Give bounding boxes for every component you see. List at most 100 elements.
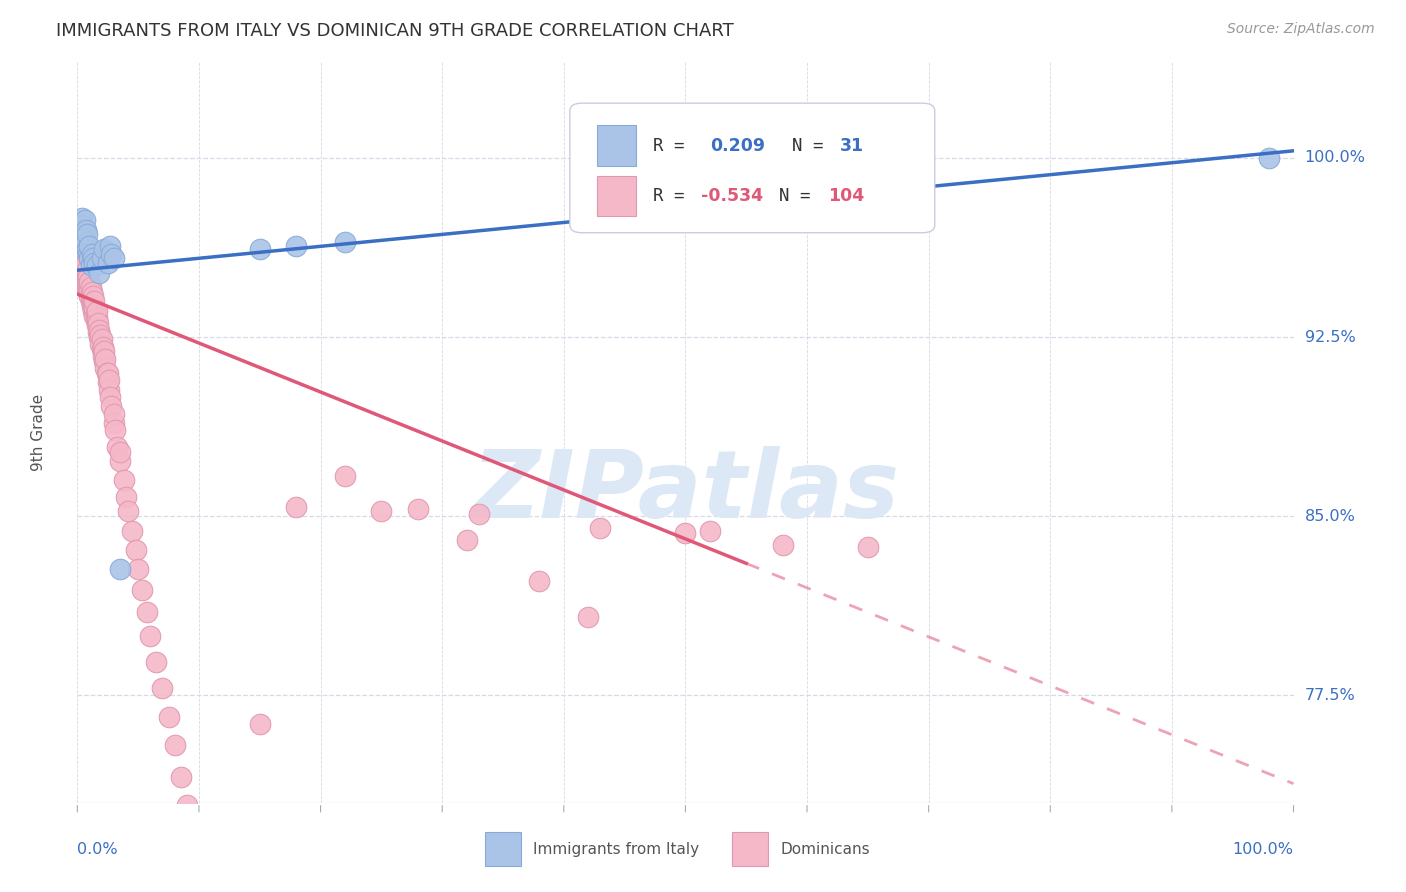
- Text: N =: N =: [779, 186, 821, 204]
- Point: [108, 454, 131, 468]
- Point: [157, 710, 180, 724]
- Point: [70, 260, 93, 275]
- Point: [103, 407, 125, 421]
- Point: [80, 246, 103, 260]
- Point: [145, 655, 167, 669]
- Point: [86, 259, 108, 273]
- FancyBboxPatch shape: [569, 103, 935, 233]
- Point: [699, 524, 721, 538]
- Point: [97, 256, 120, 270]
- Point: [100, 400, 122, 414]
- Point: [1258, 151, 1281, 165]
- Text: 0.209: 0.209: [710, 137, 765, 155]
- Point: [456, 533, 478, 547]
- Point: [69, 259, 91, 273]
- Point: [89, 323, 111, 337]
- Point: [80, 285, 103, 299]
- Point: [188, 844, 211, 858]
- Bar: [596, 126, 636, 166]
- Point: [89, 337, 111, 351]
- Text: 100.0%: 100.0%: [1305, 151, 1365, 166]
- Point: [152, 681, 174, 695]
- Point: [73, 268, 96, 282]
- Point: [83, 294, 105, 309]
- Point: [70, 222, 93, 236]
- Text: 100.0%: 100.0%: [1233, 842, 1294, 856]
- Point: [589, 521, 612, 535]
- Point: [856, 541, 879, 555]
- Point: [72, 270, 94, 285]
- Point: [76, 227, 98, 242]
- Point: [96, 366, 118, 380]
- Text: IMMIGRANTS FROM ITALY VS DOMINICAN 9TH GRADE CORRELATION CHART: IMMIGRANTS FROM ITALY VS DOMINICAN 9TH G…: [56, 22, 734, 40]
- Point: [170, 770, 193, 784]
- Bar: [731, 832, 768, 866]
- Point: [76, 282, 98, 296]
- Point: [73, 263, 96, 277]
- Text: R =: R =: [652, 186, 695, 204]
- Point: [75, 266, 97, 280]
- Point: [125, 542, 148, 557]
- Point: [87, 316, 110, 330]
- Point: [75, 277, 97, 292]
- Point: [93, 242, 115, 256]
- Point: [249, 717, 271, 731]
- Point: [107, 440, 129, 454]
- Point: [333, 235, 356, 249]
- Point: [80, 299, 103, 313]
- Point: [89, 327, 111, 342]
- Point: [103, 416, 125, 430]
- Text: 85.0%: 85.0%: [1305, 508, 1355, 524]
- Point: [83, 256, 105, 270]
- Point: [108, 444, 131, 458]
- Bar: [485, 832, 522, 866]
- Point: [73, 275, 96, 289]
- Point: [86, 303, 108, 318]
- Point: [79, 289, 101, 303]
- Point: [84, 313, 107, 327]
- Point: [79, 282, 101, 296]
- Point: [90, 342, 112, 356]
- Point: [94, 361, 117, 376]
- Point: [70, 259, 93, 273]
- Point: [98, 239, 121, 253]
- Text: Dominicans: Dominicans: [780, 842, 870, 857]
- Point: [72, 266, 94, 280]
- Point: [576, 609, 599, 624]
- Point: [70, 263, 93, 277]
- Point: [82, 296, 104, 310]
- Point: [121, 524, 143, 538]
- Point: [285, 500, 308, 514]
- Point: [370, 504, 392, 518]
- Point: [80, 259, 103, 273]
- Point: [79, 275, 101, 289]
- Point: [89, 330, 111, 344]
- Point: [103, 252, 125, 266]
- Point: [72, 222, 94, 236]
- Point: [333, 468, 356, 483]
- Point: [89, 266, 111, 280]
- Point: [249, 242, 271, 256]
- Point: [285, 239, 308, 253]
- Point: [70, 268, 93, 282]
- Text: N =: N =: [770, 137, 834, 155]
- Point: [108, 562, 131, 576]
- Point: [97, 373, 120, 387]
- Point: [82, 303, 104, 318]
- Point: [79, 252, 101, 266]
- Point: [90, 333, 112, 347]
- Point: [467, 507, 489, 521]
- Point: [176, 798, 198, 813]
- Text: R =: R =: [652, 137, 704, 155]
- Point: [115, 490, 138, 504]
- Point: [772, 538, 794, 552]
- Text: Immigrants from Italy: Immigrants from Italy: [533, 842, 700, 857]
- Point: [72, 259, 94, 273]
- Point: [82, 252, 104, 266]
- Point: [94, 351, 117, 366]
- Point: [86, 310, 108, 325]
- Text: -0.534: -0.534: [702, 186, 763, 204]
- Point: [70, 256, 93, 270]
- Text: 77.5%: 77.5%: [1305, 688, 1355, 703]
- Point: [675, 525, 697, 540]
